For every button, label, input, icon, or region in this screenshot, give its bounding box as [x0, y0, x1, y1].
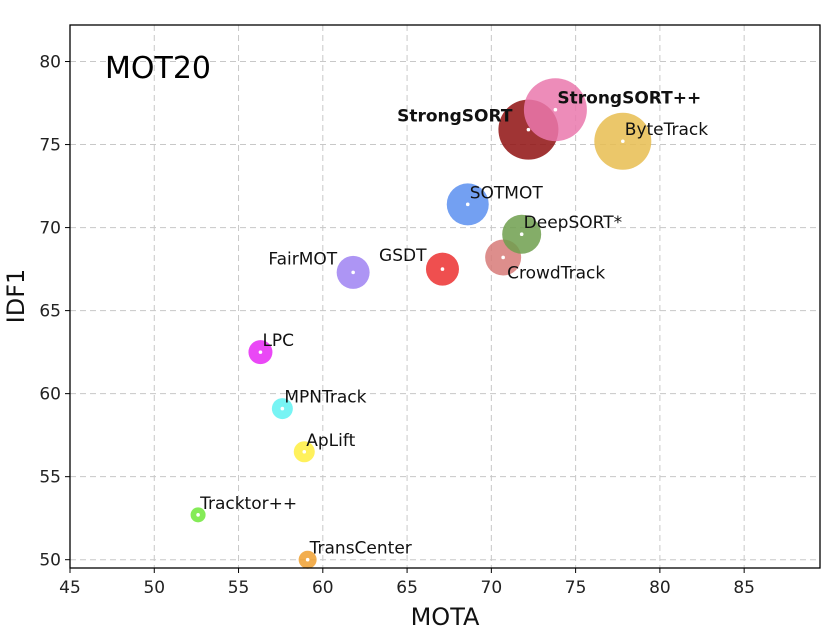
x-tick-label: 75 — [565, 578, 587, 598]
bubble-center-marker — [280, 406, 285, 411]
bubble-center-marker — [258, 350, 263, 354]
label-strongsortplusplus: StrongSORT++ — [557, 89, 701, 109]
y-tick-label: 75 — [39, 136, 61, 156]
bubble-center-marker — [501, 255, 505, 260]
bubble-center-marker — [196, 513, 200, 517]
chart-title: MOT20 — [105, 51, 211, 86]
label-crowdtrack: CrowdTrack — [507, 263, 605, 283]
label-strongsort: StrongSORT — [397, 107, 513, 127]
y-tick-label: 55 — [39, 468, 61, 488]
plot-area-frame — [69, 24, 821, 569]
x-tick-label: 45 — [59, 578, 81, 598]
x-tick-label: 55 — [228, 578, 250, 598]
y-tick-label: 60 — [39, 385, 61, 405]
x-axis-title: MOTA — [411, 603, 480, 631]
x-tick-label: 60 — [312, 578, 334, 598]
x-tick-label: 50 — [143, 578, 165, 598]
x-tick-label: 85 — [733, 578, 755, 598]
bubble-center-marker — [351, 270, 355, 275]
label-bytetrack: ByteTrack — [625, 120, 708, 140]
y-tick-label: 80 — [39, 53, 61, 73]
label-aplift: ApLift — [306, 431, 355, 451]
axis-ticks: 45 50 55 60 65 70 75 80 85 50 55 60 65 70 75 80 — [39, 53, 755, 598]
x-tick-label: 70 — [481, 578, 503, 598]
label-sotmot: SOTMOT — [470, 183, 544, 203]
label-deepsortstar: DeepSORT* — [524, 213, 622, 233]
bubbles — [190, 78, 652, 569]
label-transcenter: TransCenter — [309, 539, 412, 559]
bubble-center-marker — [526, 127, 531, 132]
label-lpc: LPC — [262, 331, 294, 351]
y-axis-title: IDF1 — [2, 269, 30, 324]
label-tracktorplusplus: Tracktor++ — [199, 494, 297, 514]
label-fairmot: FairMOT — [268, 249, 337, 269]
bubble-center-marker — [519, 232, 524, 237]
y-tick-label: 50 — [39, 551, 61, 571]
bubble-center-marker — [621, 139, 625, 144]
y-tick-label: 70 — [39, 219, 61, 239]
label-mpntrack: MPNTrack — [284, 388, 366, 408]
label-gsdt: GSDT — [379, 246, 427, 266]
bubble-center-marker — [305, 557, 310, 562]
bubble-center-marker — [465, 202, 470, 207]
bubble-center-marker — [302, 449, 307, 454]
y-tick-label: 65 — [39, 302, 61, 322]
bubble-center-marker — [553, 107, 558, 112]
point-labels: Tracktor++ TransCenter ApLift MPNTrack LPC Fa… — [199, 89, 708, 559]
x-tick-label: 80 — [649, 578, 671, 598]
bubble-center-marker — [440, 267, 445, 271]
x-tick-label: 65 — [396, 578, 418, 598]
